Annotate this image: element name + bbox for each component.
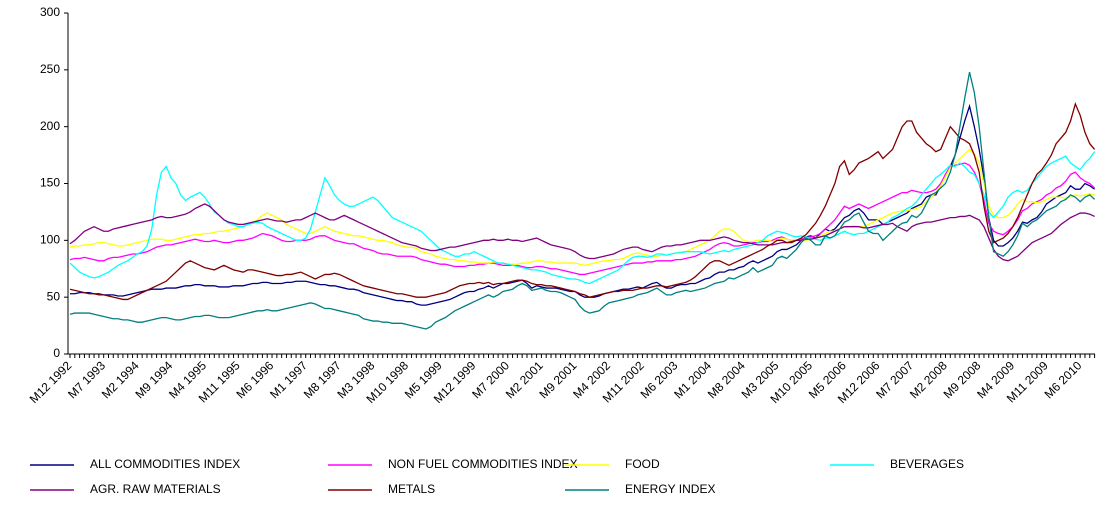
y-tick-label: 50 (47, 289, 61, 303)
x-tick-label: M6 2010 (1042, 358, 1085, 401)
y-tick-label: 150 (40, 176, 60, 190)
legend-item: ALL COMMODITIES INDEX (30, 457, 240, 471)
legend-label: BEVERAGES (890, 457, 964, 471)
legend-item: ENERGY INDEX (565, 482, 715, 496)
series-line (70, 103, 1095, 306)
legend-item: AGR. RAW MATERIALS (30, 482, 221, 496)
legend-label: AGR. RAW MATERIALS (90, 482, 221, 496)
series-line (69, 203, 1095, 262)
legend-label: METALS (388, 482, 435, 496)
legend-label: ALL COMMODITIES INDEX (90, 457, 240, 471)
legend-label: NON FUEL COMMODITIES INDEX (388, 457, 578, 471)
legend-item: METALS (328, 482, 435, 496)
y-tick-label: 250 (40, 62, 60, 76)
series-line (69, 71, 1096, 330)
y-tick-label: 100 (40, 233, 60, 247)
y-tick-label: 300 (40, 5, 60, 19)
series-line (69, 151, 1096, 285)
y-tick-label: 200 (40, 119, 60, 133)
series-line (69, 162, 1096, 276)
legend-item: BEVERAGES (830, 457, 964, 471)
legend-label: FOOD (625, 457, 660, 471)
legend-label: ENERGY INDEX (625, 482, 715, 496)
y-tick-label: 0 (53, 346, 60, 360)
legend-item: NON FUEL COMMODITIES INDEX (328, 457, 578, 471)
series-line (69, 148, 1095, 267)
x-tick-label: M12 1992 (27, 358, 75, 406)
legend-item: FOOD (565, 457, 660, 471)
series-line (69, 101, 1096, 301)
